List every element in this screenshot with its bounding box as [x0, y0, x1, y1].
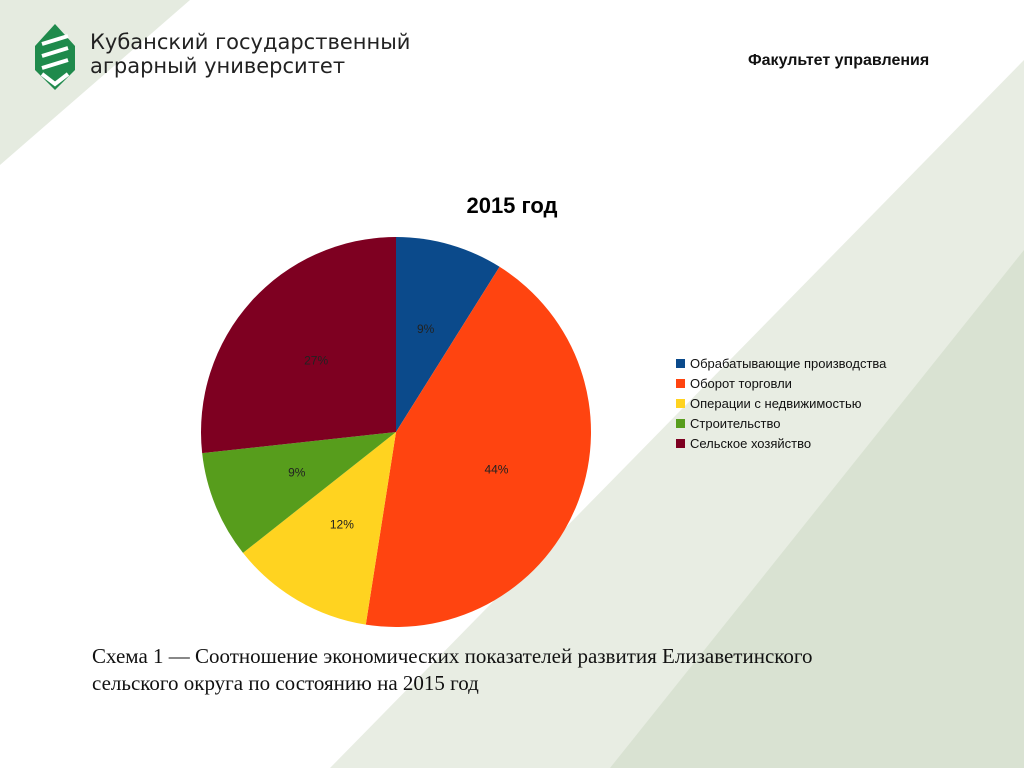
university-name-line2: аграрный университет [90, 54, 346, 78]
caption-line1: Схема 1 — Соотношение экономических пока… [92, 644, 813, 668]
pie-slice-4 [202, 432, 396, 553]
legend-swatch [676, 438, 685, 448]
legend-label: Оборот торговли [690, 375, 792, 391]
legend-label: Строительство [690, 415, 781, 431]
legend-swatch [676, 358, 685, 368]
legend-swatch [676, 398, 685, 408]
chart-title: 2015 год [466, 193, 558, 218]
university-logo-icon [35, 24, 75, 90]
faculty-label: Факультет управления [748, 52, 930, 69]
legend-label: Сельское хозяйство [690, 435, 812, 451]
legend-swatch [676, 378, 685, 388]
chart-caption: Схема 1 — Соотношение экономических пока… [92, 643, 813, 697]
legend-label: Операции с недвижимостью [690, 395, 862, 411]
pie-slice-2 [365, 266, 592, 627]
university-name: Кубанский государственный аграрный униве… [90, 30, 410, 78]
pie-slice-3 [243, 432, 396, 625]
legend-item: Операции с недвижимостью [676, 393, 886, 413]
pie-slice-5 [201, 237, 396, 454]
pie-data-label: 12% [330, 518, 354, 532]
legend-item: Сельское хозяйство [676, 433, 886, 453]
legend-swatch [676, 418, 685, 428]
pie-data-label: 27% [304, 353, 328, 367]
chart-legend: Обрабатывающие производства Оборот торгов… [676, 353, 886, 453]
legend-item: Строительство [676, 413, 886, 433]
pie-slice-1 [396, 237, 500, 432]
legend-item: Обрабатывающие производства [676, 353, 886, 373]
caption-line2: сельского округа по состоянию на 2015 го… [92, 671, 479, 695]
legend-item: Оборот торговли [676, 373, 886, 393]
pie-data-label: 9% [288, 466, 306, 480]
pie-data-label: 44% [484, 463, 508, 477]
pie-data-label: 9% [417, 322, 435, 336]
legend-label: Обрабатывающие производства [690, 355, 887, 371]
university-name-line1: Кубанский государственный [90, 30, 411, 54]
